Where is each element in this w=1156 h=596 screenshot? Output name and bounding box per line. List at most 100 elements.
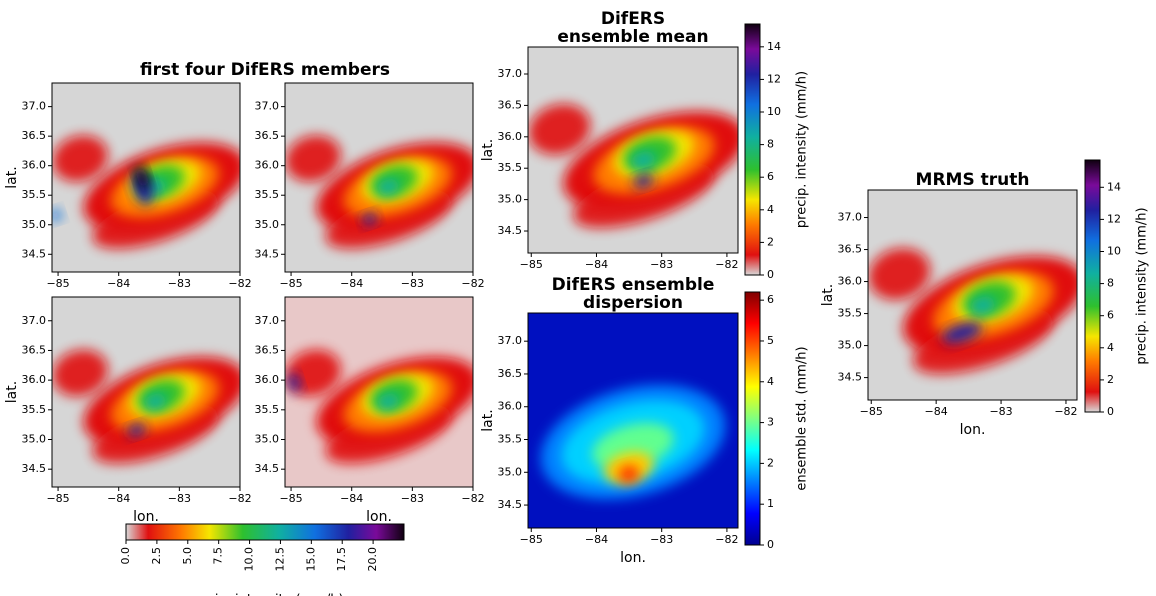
x-tick-label: −82 [715, 533, 738, 546]
y-tick-label: 35.0 [255, 218, 280, 231]
y-tick-label: 36.5 [838, 243, 863, 256]
y-tick-label: 34.5 [498, 224, 523, 237]
y-tick-label: 34.5 [838, 371, 863, 384]
colorbar-tick-label: 7.5 [212, 547, 225, 565]
colorbar-tick-label: 14 [1107, 180, 1121, 193]
y-tick-label: 35.0 [838, 339, 863, 352]
panel-title: DifERS ensemble mean [557, 9, 708, 47]
colorbar-label: precip. intensity (mm/h) [795, 71, 810, 228]
colorbar-fill [744, 23, 761, 276]
field-blob [285, 135, 341, 182]
x-tick-label: −83 [650, 533, 673, 546]
y-tick-label: 36.5 [22, 343, 47, 356]
field-blob [52, 349, 108, 397]
y-tick-label: 35.5 [255, 403, 280, 416]
colorbar-tick-label: 8 [1107, 277, 1114, 290]
x-tick-label: −84 [107, 277, 130, 290]
colorbar-fill [125, 523, 405, 541]
colorbar-tick-label: 2 [767, 235, 774, 248]
x-tick-label: −84 [925, 405, 948, 418]
y-tick-label: 35.0 [22, 218, 47, 231]
y-axis-label: lat. [820, 284, 836, 306]
axes-frame [284, 296, 474, 488]
y-axis-label: lat. [480, 139, 496, 161]
y-tick-label: 35.5 [255, 188, 280, 201]
colorbar-tick-label: 6 [767, 170, 774, 183]
field [868, 190, 1077, 400]
x-tick-label: −82 [461, 277, 484, 290]
y-tick-label: 35.5 [498, 433, 523, 446]
x-tick-label: −82 [228, 492, 251, 505]
colorbar-tick-label: 14 [767, 40, 781, 53]
axes-frame [284, 82, 474, 273]
x-tick-label: −83 [168, 492, 191, 505]
x-axis-label: lon. [620, 550, 646, 566]
colorbar-tick-label: 2 [1107, 373, 1114, 386]
colorbar-label: precip. intensity (mm/h) [1135, 207, 1150, 364]
colorbar-tick-label: 5.0 [181, 547, 194, 565]
colorbar: 0 1 2 3 4 5 6 ensemble std. (mm/h) [744, 291, 810, 551]
panel-title: MRMS truth [916, 170, 1030, 190]
colorbar-fill [1084, 159, 1101, 413]
colorbar-tick-label: 4 [767, 203, 774, 216]
colorbar-tick-label: 3 [767, 416, 774, 429]
y-tick-label: 37.0 [255, 100, 280, 113]
heatmap-panel: −85 −84 −83 −82 34.5 35.0 35.5 36.0 36.5 37.0 DifE… [480, 9, 739, 271]
colorbar-tick-label: 0 [767, 538, 774, 551]
heatmap-panel: −85 −84 −83 −82 34.5 35.0 35.5 36.0 36.5 37.0 MRMS… [820, 170, 1078, 438]
field [52, 297, 240, 487]
axes-frame [527, 46, 739, 254]
x-tick-label: −85 [46, 277, 69, 290]
y-tick-label: 36.0 [255, 373, 280, 386]
x-tick-label: −85 [46, 492, 69, 505]
x-tick-label: −85 [279, 492, 302, 505]
colorbar: 0 2 4 6 8 10 12 14 precip. intensity (mm/h) [1084, 159, 1150, 418]
field [528, 47, 738, 253]
colorbar-tick-label: 12.5 [273, 547, 286, 572]
colorbar-label: precip. intensity (mm/h) [186, 593, 343, 596]
panel-title: DifERS ensemble dispersion [552, 275, 715, 313]
field-blob [144, 393, 167, 410]
axes-frame [527, 312, 739, 529]
y-tick-label: 37.0 [498, 67, 523, 80]
x-tick-label: −83 [168, 277, 191, 290]
x-tick-label: −82 [715, 258, 738, 271]
heatmap-panel: −85 −84 −83 −82 34.5 35.0 35.5 36.0 36.5 37.0 lon.… [4, 296, 252, 525]
colorbar-tick-label: 8 [767, 138, 774, 151]
heatmap-panel: −85 −84 −83 −82 34.5 35.0 35.5 36.0 36.5 37.0 [255, 82, 485, 290]
x-tick-label: −83 [989, 405, 1012, 418]
colorbar-tick-label: 4 [1107, 341, 1114, 354]
figure-title: first four DifERS members [140, 60, 390, 80]
x-tick-label: −85 [520, 258, 543, 271]
colorbar-tick-label: 10.0 [243, 547, 256, 572]
y-tick-label: 34.5 [22, 462, 47, 475]
y-tick-label: 35.5 [22, 188, 47, 201]
y-tick-label: 35.5 [22, 403, 47, 416]
field-blob [52, 209, 62, 221]
y-tick-label: 35.0 [255, 433, 280, 446]
colorbar-tick-label: 12 [767, 72, 781, 85]
colorbar-tick-label: 17.5 [335, 547, 348, 572]
y-tick-label: 34.5 [255, 247, 280, 260]
colorbar-tick-label: 6 [767, 293, 774, 306]
field-blob [868, 248, 931, 300]
x-tick-label: −84 [340, 492, 363, 505]
y-tick-label: 34.5 [498, 498, 523, 511]
field-blob [52, 135, 108, 182]
field-blob [377, 178, 400, 195]
colorbar-tick-label: 4 [767, 375, 774, 388]
colorbar-label: ensemble std. (mm/h) [795, 346, 810, 490]
y-tick-label: 36.0 [498, 130, 523, 143]
field [52, 83, 240, 272]
x-tick-label: −83 [650, 258, 673, 271]
x-tick-label: −85 [520, 533, 543, 546]
colorbar-tick-label: 0.0 [119, 547, 132, 565]
y-tick-label: 36.5 [498, 98, 523, 111]
x-tick-label: −84 [107, 492, 130, 505]
y-tick-label: 36.5 [498, 367, 523, 380]
y-tick-label: 36.0 [22, 373, 47, 386]
axes-frame [867, 189, 1078, 401]
x-tick-label: −84 [585, 533, 608, 546]
field-blob [592, 422, 674, 470]
